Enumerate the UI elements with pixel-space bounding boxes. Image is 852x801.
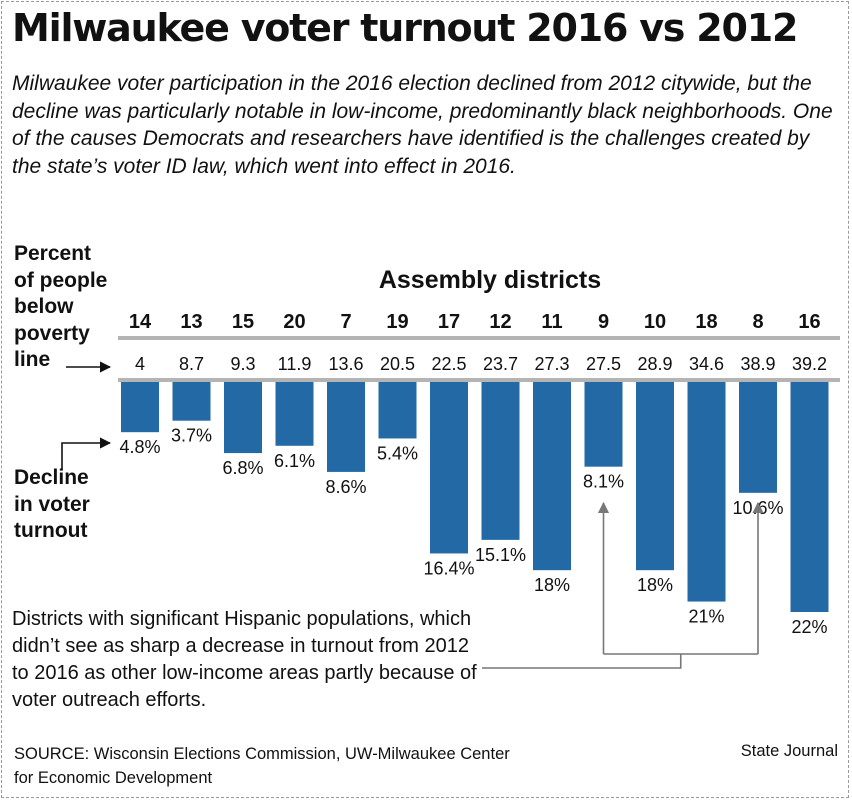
bar-district-7 — [327, 382, 365, 472]
bar-district-10 — [636, 382, 674, 571]
district-tick-label: 8 — [752, 311, 763, 333]
source-line: SOURCE: Wisconsin Elections Commission, … — [14, 745, 510, 763]
decline-value-label: 18% — [637, 575, 673, 595]
bar-district-17 — [430, 382, 468, 554]
decline-value-label: 4.8% — [119, 437, 160, 457]
bar-district-15 — [224, 382, 262, 454]
district-tick-label: 7 — [340, 311, 351, 333]
decline-axis-label: Decline in voter turnout — [14, 465, 90, 545]
poverty-value-label: 27.5 — [586, 354, 621, 374]
district-tick-label: 9 — [598, 311, 609, 333]
district-tick-label: 13 — [180, 311, 202, 333]
bar-district-18 — [687, 382, 726, 602]
poverty-value-label: 9.3 — [230, 354, 255, 374]
hispanic-districts-note: Districts with significant Hispanic popu… — [12, 608, 477, 711]
district-tick-label: 10 — [644, 311, 666, 333]
poverty-value-label: 11.9 — [278, 354, 312, 374]
poverty-value-label: 20.5 — [380, 354, 415, 374]
decline-value-label: 3.7% — [171, 426, 212, 446]
decline-value-label: 16.4% — [423, 558, 474, 578]
source-line: for Economic Development — [14, 769, 213, 787]
decline-value-label: 22% — [791, 617, 827, 637]
decline-label-line: Decline — [14, 466, 89, 489]
poverty-value-label: 38.9 — [740, 354, 775, 374]
district-tick-label: 18 — [695, 311, 717, 333]
bar-district-20 — [275, 382, 314, 446]
poverty-value-label: 22.5 — [431, 354, 466, 374]
poverty-label-line: below — [14, 295, 74, 318]
decline-value-label: 6.1% — [274, 451, 315, 471]
poverty-label-line: Percent — [14, 242, 92, 265]
poverty-value-label: 4 — [135, 354, 145, 374]
decline-value-label: 5.4% — [377, 443, 418, 463]
poverty-value-label: 27.3 — [534, 354, 569, 374]
district-tick-label: 15 — [232, 311, 254, 333]
decline-value-label: 21% — [688, 607, 724, 627]
bar-district-14 — [121, 382, 159, 433]
poverty-value-label: 39.2 — [792, 354, 827, 374]
bar-district-19 — [378, 382, 417, 439]
district-tick-label: 11 — [541, 311, 562, 333]
poverty-axis-label: Percent of people below poverty line — [14, 241, 107, 374]
district-tick-label: 12 — [489, 311, 511, 333]
decline-value-label: 8.6% — [325, 477, 366, 497]
district-tick-label: 20 — [283, 311, 305, 333]
decline-value-label: 8.1% — [583, 472, 624, 492]
bar-district-12 — [481, 382, 520, 540]
district-tick-label: 14 — [129, 311, 152, 333]
chart-subtitle: Milwaukee voter participation in the 201… — [12, 72, 833, 178]
bar-district-11 — [533, 382, 571, 571]
bar-district-16 — [790, 382, 829, 612]
decline-label-line: in voter — [14, 492, 90, 516]
district-tick-label: 17 — [438, 311, 460, 333]
poverty-label-line: of people — [14, 268, 108, 292]
decline-value-label: 6.8% — [222, 458, 263, 478]
poverty-value-label: 23.7 — [483, 354, 518, 374]
poverty-value-label: 8.7 — [179, 354, 204, 374]
bar-district-13 — [172, 382, 211, 421]
source-note: SOURCE: Wisconsin Elections Commission, … — [14, 742, 614, 790]
poverty-value-label: 28.9 — [637, 354, 672, 374]
credit-label: State Journal — [740, 742, 838, 760]
bar-district-9 — [584, 382, 623, 467]
decline-value-label: 18% — [534, 575, 570, 595]
poverty-label-line: line — [14, 348, 51, 371]
poverty-value-label: 34.6 — [689, 354, 724, 374]
bar-district-8 — [739, 382, 777, 493]
chart-title: Milwaukee voter turnout 2016 vs 2012 — [12, 6, 798, 50]
district-tick-label: 16 — [798, 311, 820, 333]
decline-value-label: 15.1% — [475, 545, 526, 565]
districts-heading: Assembly districts — [378, 266, 602, 294]
annotation-connector — [482, 654, 682, 669]
decline-label-line: turnout — [14, 519, 88, 542]
poverty-value-label: 13.6 — [328, 354, 363, 374]
decline-pointer-arrow — [61, 437, 112, 470]
district-tick-label: 19 — [386, 311, 408, 333]
poverty-label-line: poverty — [14, 321, 90, 345]
